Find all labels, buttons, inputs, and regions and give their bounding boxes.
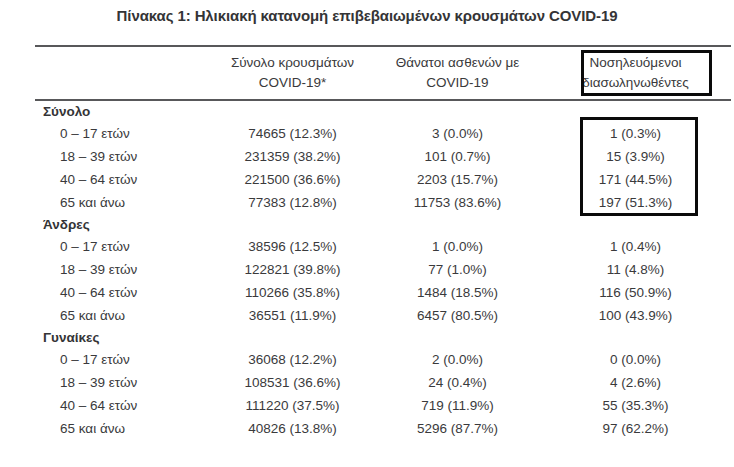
table-row: 18 – 39 ετών 231359 (38.2%) 101 (0.7%) 1… [35, 145, 731, 168]
column-header-intubated: Νοσηλευόμενοι διασωληνωθέντες [540, 46, 731, 100]
intubated-value: 100 (43.9%) [540, 304, 731, 327]
cases-value: 122821 (39.8%) [210, 258, 375, 281]
table-row: 40 – 64 ετών 221500 (36.6%) 2203 (15.7%)… [35, 168, 731, 191]
intubated-value: 116 (50.9%) [540, 281, 731, 304]
intubated-value: 171 (44.5%) [540, 168, 731, 191]
table-row: 0 – 17 ετών 36068 (12.2%) 2 (0.0%) 0 (0.… [35, 348, 731, 371]
deaths-value: 11753 (83.6%) [375, 191, 540, 214]
table-row: 0 – 17 ετών 74665 (12.3%) 3 (0.0%) 1 (0.… [35, 122, 731, 145]
age-label: 65 και άνω [35, 191, 210, 214]
table-row: 18 – 39 ετών 122821 (39.8%) 77 (1.0%) 11… [35, 258, 731, 281]
age-label: 18 – 39 ετών [35, 145, 210, 168]
deaths-value: 24 (0.4%) [375, 371, 540, 394]
age-label: 18 – 39 ετών [35, 258, 210, 281]
table-row: 40 – 64 ετών 110266 (35.8%) 1484 (18.5%)… [35, 281, 731, 304]
age-label: 40 – 64 ετών [35, 168, 210, 191]
age-label: 0 – 17 ετών [35, 235, 210, 258]
column-header-deaths: Θάνατοι ασθενών με COVID-19 [375, 46, 540, 100]
age-label: 0 – 17 ετών [35, 348, 210, 371]
deaths-value: 77 (1.0%) [375, 258, 540, 281]
cases-value: 40826 (13.8%) [210, 417, 375, 440]
table-row: 65 και άνω 40826 (13.8%) 5296 (87.7%) 97… [35, 417, 731, 440]
report-page: Πίνακας 1: Ηλικιακή κατανομή επιβεβαιωμέ… [0, 0, 734, 467]
intubated-value: 4 (2.6%) [540, 371, 731, 394]
age-label: 40 – 64 ετών [35, 394, 210, 417]
covid-age-distribution-table: Σύνολο κρουσμάτων COVID-19* Θάνατοι ασθε… [35, 45, 731, 440]
table-row: 65 και άνω 77383 (12.8%) 11753 (83.6%) 1… [35, 191, 731, 214]
deaths-value: 5296 (87.7%) [375, 417, 540, 440]
age-label: 40 – 64 ετών [35, 281, 210, 304]
intubated-value: 55 (35.3%) [540, 394, 731, 417]
deaths-value: 6457 (80.5%) [375, 304, 540, 327]
deaths-value: 101 (0.7%) [375, 145, 540, 168]
cases-value: 231359 (38.2%) [210, 145, 375, 168]
section-name: Γυναίκες [35, 327, 210, 348]
intubated-value: 11 (4.8%) [540, 258, 731, 281]
age-label: 65 και άνω [35, 417, 210, 440]
deaths-value: 1484 (18.5%) [375, 281, 540, 304]
header-empty-cell [35, 46, 210, 100]
intubated-value: 0 (0.0%) [540, 348, 731, 371]
section-row-women: Γυναίκες [35, 327, 731, 348]
cases-value: 108531 (36.6%) [210, 371, 375, 394]
deaths-value: 2 (0.0%) [375, 348, 540, 371]
age-label: 18 – 39 ετών [35, 371, 210, 394]
cases-value: 77383 (12.8%) [210, 191, 375, 214]
deaths-value: 719 (11.9%) [375, 394, 540, 417]
table-row: 18 – 39 ετών 108531 (36.6%) 24 (0.4%) 4 … [35, 371, 731, 394]
cases-value: 38596 (12.5%) [210, 235, 375, 258]
section-name: Άνδρες [35, 214, 210, 235]
age-label: 65 και άνω [35, 304, 210, 327]
column-header-total-cases: Σύνολο κρουσμάτων COVID-19* [210, 46, 375, 100]
deaths-value: 3 (0.0%) [375, 122, 540, 145]
table-row: 65 και άνω 36551 (11.9%) 6457 (80.5%) 10… [35, 304, 731, 327]
cases-value: 111220 (37.5%) [210, 394, 375, 417]
deaths-value: 1 (0.0%) [375, 235, 540, 258]
section-row-total: Σύνολο [35, 100, 731, 122]
table-title: Πίνακας 1: Ηλικιακή κατανομή επιβεβαιωμέ… [0, 7, 734, 24]
cases-value: 36068 (12.2%) [210, 348, 375, 371]
header-row: Σύνολο κρουσμάτων COVID-19* Θάνατοι ασθε… [35, 46, 731, 100]
deaths-value: 2203 (15.7%) [375, 168, 540, 191]
table-header: Σύνολο κρουσμάτων COVID-19* Θάνατοι ασθε… [35, 46, 731, 100]
intubated-value: 97 (62.2%) [540, 417, 731, 440]
intubated-value: 1 (0.3%) [540, 122, 731, 145]
intubated-value: 1 (0.4%) [540, 235, 731, 258]
table-body: Σύνολο 0 – 17 ετών 74665 (12.3%) 3 (0.0%… [35, 100, 731, 440]
section-row-men: Άνδρες [35, 214, 731, 235]
cases-value: 221500 (36.6%) [210, 168, 375, 191]
age-label: 0 – 17 ετών [35, 122, 210, 145]
intubated-value: 15 (3.9%) [540, 145, 731, 168]
table-row: 0 – 17 ετών 38596 (12.5%) 1 (0.0%) 1 (0.… [35, 235, 731, 258]
cases-value: 74665 (12.3%) [210, 122, 375, 145]
table-row: 40 – 64 ετών 111220 (37.5%) 719 (11.9%) … [35, 394, 731, 417]
intubated-value: 197 (51.3%) [540, 191, 731, 214]
section-name: Σύνολο [35, 100, 210, 122]
cases-value: 110266 (35.8%) [210, 281, 375, 304]
cases-value: 36551 (11.9%) [210, 304, 375, 327]
